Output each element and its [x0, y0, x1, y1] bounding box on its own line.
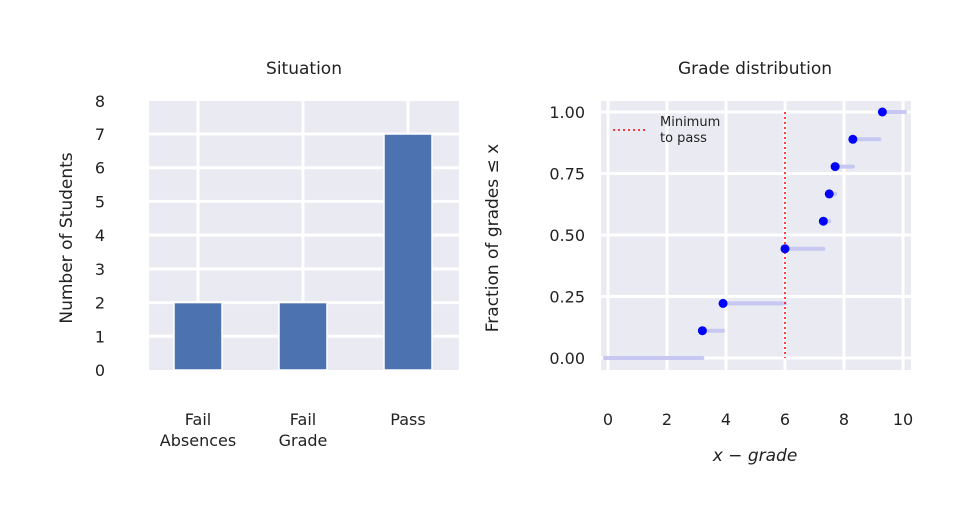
ecdf-y-tick-label: 0.00 [549, 349, 585, 368]
ecdf-grid [601, 101, 911, 370]
legend-label-line2: to pass [660, 131, 707, 146]
bar-y-tick-label: 1 [95, 327, 105, 346]
bar-y-tick-label: 0 [95, 361, 105, 380]
bar-y-tick-label: 5 [95, 192, 105, 211]
bar-y-tick-label: 2 [95, 294, 105, 313]
ecdf-point [848, 134, 858, 144]
bar-x-ticks: Fail Absences Fail Grade Pass [160, 410, 426, 450]
bar-y-ticks: 0 1 2 3 4 5 6 7 8 [95, 92, 105, 380]
ecdf-y-tick-label: 0.25 [549, 288, 585, 307]
bar-y-tick-label: 8 [95, 92, 105, 111]
bar-x-tick-label: Absences [160, 431, 236, 450]
bar-y-tick-label: 4 [95, 226, 105, 245]
bars [173, 133, 433, 371]
ecdf-x-tick-label: 10 [893, 410, 913, 429]
ecdf-point [824, 189, 834, 199]
ecdf-y-tick-label: 0.75 [549, 165, 585, 184]
ecdf-x-tick-label: 4 [721, 410, 731, 429]
ecdf-chart: Minimum to pass Grade distribution x − g… [483, 59, 913, 466]
ecdf-x-axis-label: x − grade [712, 446, 798, 466]
ecdf-point [718, 298, 728, 308]
ecdf-y-axis-label: Fraction of grades ≤ x [483, 144, 503, 332]
ecdf-x-tick-label: 6 [780, 410, 790, 429]
ecdf-x-tick-label: 2 [662, 410, 672, 429]
ecdf-point [877, 107, 887, 117]
ecdf-y-tick-label: 1.00 [549, 103, 585, 122]
ecdf-x-tick-label: 8 [839, 410, 849, 429]
bar-y-tick-label: 3 [95, 260, 105, 279]
bar [383, 133, 433, 371]
bar-y-axis-label: Number of Students [57, 152, 77, 323]
bar-chart: Situation Number of Students 0 1 2 3 4 5 6 7 8 F… [57, 59, 459, 450]
bar-y-tick-label: 7 [95, 125, 105, 144]
ecdf-point [697, 326, 707, 336]
ecdf-y-ticks: 0.00 0.25 0.50 0.75 1.00 [549, 103, 585, 368]
ecdf-chart-title: Grade distribution [678, 59, 832, 79]
legend: Minimum to pass [613, 115, 720, 146]
ecdf-y-tick-label: 0.50 [549, 226, 585, 245]
bar [173, 301, 223, 371]
ecdf-x-tick-label: 0 [603, 410, 613, 429]
bar-x-tick-label: Grade [279, 431, 328, 450]
bar-chart-title: Situation [266, 59, 342, 79]
ecdf-x-ticks: 0 2 4 6 8 10 [603, 410, 913, 429]
bar-x-tick-label: Pass [390, 410, 425, 429]
ecdf-point [818, 216, 828, 226]
bar [278, 301, 328, 371]
ecdf-points [697, 107, 887, 336]
ecdf-point [830, 162, 840, 172]
ecdf-point [780, 244, 790, 254]
bar-y-tick-label: 6 [95, 159, 105, 178]
legend-label-line1: Minimum [660, 115, 720, 130]
bar-x-tick-label: Fail [185, 410, 211, 429]
bar-x-tick-label: Fail [290, 410, 316, 429]
